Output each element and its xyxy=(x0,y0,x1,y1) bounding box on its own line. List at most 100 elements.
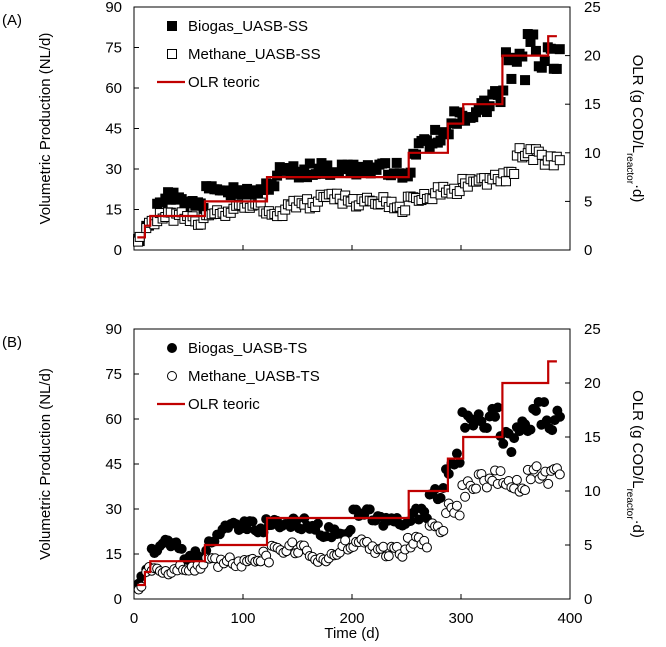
data-point xyxy=(547,425,558,436)
data-point xyxy=(247,516,258,527)
y2-tick-label: 25 xyxy=(584,0,601,16)
y-axis-title: Volumetric Production (NL/d) xyxy=(37,368,54,560)
data-point xyxy=(438,525,449,536)
data-point xyxy=(435,492,446,503)
y-axis-ticks: 0 15 30 45 60 75 90 xyxy=(105,321,139,608)
data-point xyxy=(554,469,565,480)
data-point xyxy=(484,101,495,112)
panel-b: 0 15 30 45 60 75 90 0 5 10 15 20 25 0 100 200 300 400 Volu… xyxy=(2,321,646,642)
data-point xyxy=(551,63,562,74)
legend: Biogas_UASB-SS Methane_UASB-SS OLR teoric xyxy=(157,18,321,91)
data-point xyxy=(506,73,517,84)
legend-label: OLR teoric xyxy=(188,74,260,91)
data-point xyxy=(345,524,356,535)
y-axis-ticks: 0 15 30 45 60 75 90 xyxy=(105,0,139,259)
x-tick-label: 200 xyxy=(339,610,364,627)
data-point xyxy=(380,158,391,169)
y2-tick-label: 0 xyxy=(584,591,592,608)
y2-axis-title: OLR (g COD/Lreactor·d) xyxy=(625,55,647,203)
y-tick-label: 0 xyxy=(114,591,122,608)
data-point xyxy=(378,541,389,552)
legend-label: Methane_UASB-SS xyxy=(188,46,321,63)
data-point xyxy=(495,97,506,108)
data-point xyxy=(263,557,274,568)
data-point xyxy=(451,500,462,511)
y-axis-title: Volumetric Production (NL/d) xyxy=(37,33,54,225)
y-tick-label: 60 xyxy=(105,80,122,97)
y2-title-end: ·d) xyxy=(629,520,646,538)
series-open-square xyxy=(133,143,565,247)
data-point xyxy=(287,537,298,548)
data-point xyxy=(554,155,565,166)
data-point xyxy=(430,124,441,135)
data-point xyxy=(511,474,522,485)
x-tick-label: 100 xyxy=(230,610,255,627)
y2-tick-label: 5 xyxy=(584,193,592,210)
data-point xyxy=(530,405,541,416)
data-point xyxy=(312,518,323,529)
data-point xyxy=(451,448,462,459)
y2-tick-label: 10 xyxy=(584,483,601,500)
data-point xyxy=(539,56,550,67)
data-point xyxy=(269,181,280,192)
x-tick-label: 0 xyxy=(130,610,138,627)
series-filled-circle xyxy=(133,396,565,589)
data-point xyxy=(525,474,536,485)
legend-marker xyxy=(167,21,177,31)
data-point xyxy=(413,514,424,525)
x-tick-label: 400 xyxy=(557,610,582,627)
y-tick-label: 90 xyxy=(105,321,122,338)
y2-title-main: OLR (g COD/L xyxy=(629,55,646,153)
data-point xyxy=(411,149,422,160)
data-point xyxy=(520,75,531,86)
y2-tick-label: 10 xyxy=(584,145,601,162)
data-point xyxy=(481,422,492,433)
y2-tick-label: 0 xyxy=(584,242,592,259)
series-open-circle xyxy=(133,461,565,595)
data-point xyxy=(554,411,565,422)
y2-title-subscript: reactor xyxy=(625,153,636,185)
x-axis-title: Time (d) xyxy=(324,625,379,642)
legend-marker xyxy=(167,49,177,59)
y-tick-label: 30 xyxy=(105,501,122,518)
data-point xyxy=(492,402,503,413)
y2-tick-label: 5 xyxy=(584,537,592,554)
x-tick-label: 300 xyxy=(448,610,473,627)
y2-title-end: ·d) xyxy=(629,184,646,202)
y-tick-label: 30 xyxy=(105,161,122,178)
y2-tick-label: 15 xyxy=(584,429,601,446)
data-point xyxy=(509,433,520,444)
y2-axis-ticks: 0 5 10 15 20 25 xyxy=(565,0,601,259)
legend-marker xyxy=(167,343,177,353)
data-point xyxy=(405,167,416,178)
y-tick-label: 60 xyxy=(105,411,122,428)
y2-axis-ticks: 0 5 10 15 20 25 xyxy=(565,321,601,608)
y-tick-label: 75 xyxy=(105,366,122,383)
data-point xyxy=(383,551,394,562)
data-point xyxy=(364,504,375,515)
data-point xyxy=(460,491,471,502)
data-point xyxy=(525,424,536,435)
data-point xyxy=(530,45,541,56)
series-group xyxy=(133,360,565,595)
data-point xyxy=(506,447,517,458)
data-point xyxy=(509,168,520,179)
legend-marker xyxy=(167,371,177,381)
legend-label: Biogas_UASB-SS xyxy=(188,18,308,35)
y2-title-subscript: reactor xyxy=(625,488,636,520)
olr-step-line xyxy=(137,360,557,587)
data-point xyxy=(495,466,506,477)
data-point xyxy=(400,205,411,216)
y-tick-label: 90 xyxy=(105,0,122,16)
data-point xyxy=(454,510,465,521)
data-point xyxy=(543,478,554,489)
y-tick-label: 45 xyxy=(105,456,122,473)
data-point xyxy=(498,438,509,449)
y2-axis-title: OLR (g COD/Lreactor·d) xyxy=(625,390,647,538)
legend-label: Biogas_UASB-TS xyxy=(188,340,307,357)
y-tick-label: 45 xyxy=(105,121,122,138)
data-point xyxy=(520,485,531,496)
y-tick-label: 15 xyxy=(105,202,122,219)
data-point xyxy=(531,461,542,472)
